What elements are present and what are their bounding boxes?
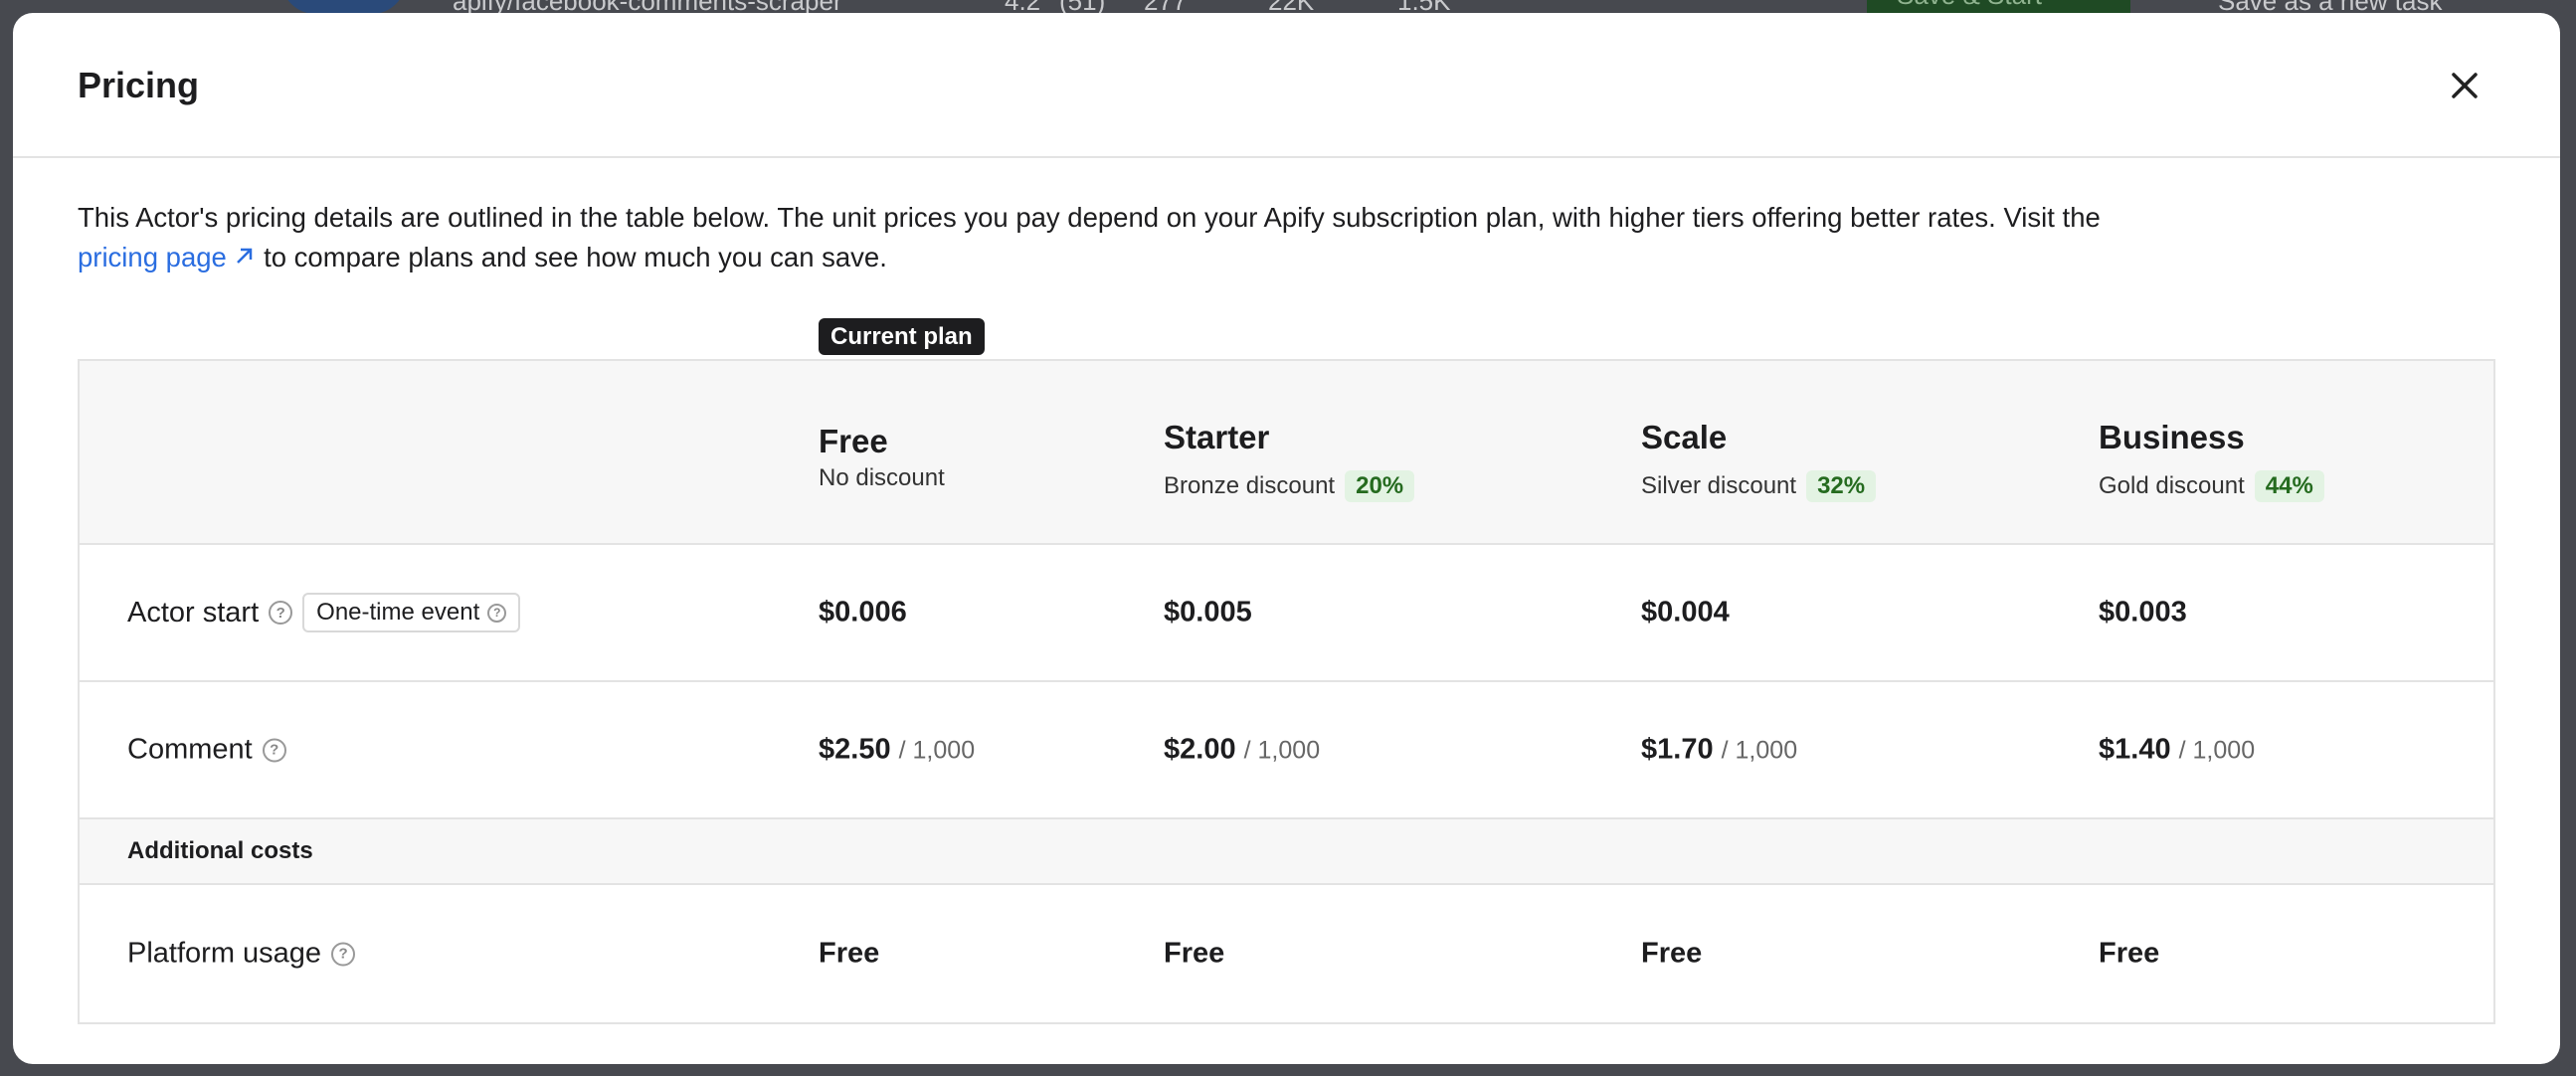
plan-discount-business: Gold discount 44% (2099, 470, 2324, 502)
current-plan-badge: Current plan (819, 318, 985, 355)
pricing-modal: Pricing This Actor's pricing details are… (13, 13, 2560, 1064)
price-starter: Free (1164, 937, 1225, 970)
table-row-actor-start: Actor start? One-time event? $0.006 $0.00… (80, 545, 2493, 682)
price-starter: $0.005 (1164, 596, 1252, 628)
label-text: Comment (127, 733, 253, 766)
rating-count: (51) (1059, 0, 1105, 14)
table-row-platform-usage: Platform usage? Free Free Free Free (80, 885, 2493, 1022)
section-additional-costs: Additional costs (80, 819, 2493, 885)
save-task-button: Save as a new task (2218, 0, 2442, 14)
row-label: Platform usage? (127, 937, 356, 971)
table-row-comment: Comment? $2.50 / 1,000 $2.00 / 1,000 $1.… (80, 682, 2493, 819)
link-label: pricing page (78, 242, 227, 272)
price-unit: / 1,000 (2178, 736, 2256, 765)
plan-name-scale: Scale (1641, 419, 1728, 455)
modal-header: Pricing (13, 13, 2560, 158)
price-starter: $2.00 / 1,000 (1164, 734, 1320, 767)
label-text: Actor start (127, 596, 260, 628)
price-value: $2.50 (819, 733, 891, 766)
price-value: $1.70 (1641, 733, 1714, 766)
stat-2: 22K (1268, 0, 1314, 14)
price-value: $2.00 (1164, 733, 1236, 766)
event-type-tag: One-time event? (302, 593, 521, 632)
intro-sentence: This Actor's pricing details are outline… (78, 202, 2101, 233)
help-icon[interactable]: ? (269, 601, 293, 625)
section-label: Additional costs (127, 837, 313, 864)
discount-label: Gold discount (2099, 472, 2245, 499)
help-icon[interactable]: ? (331, 942, 356, 966)
price-free: Free (819, 937, 880, 970)
row-label: Comment? (127, 734, 286, 767)
arrow-up-right-icon (237, 248, 253, 264)
tag-text: One-time event (316, 599, 480, 626)
save-start-button: Save & Start (1867, 0, 2130, 14)
discount-label: Bronze discount (1164, 472, 1336, 499)
plan-discount-starter: Bronze discount 20% (1164, 470, 1415, 502)
help-icon[interactable]: ? (262, 738, 286, 762)
plan-header-row: Free No discount Starter Bronze discount… (80, 361, 2493, 545)
discount-badge: 32% (1806, 470, 1877, 502)
price-business: $1.40 / 1,000 (2099, 734, 2255, 767)
modal-title: Pricing (78, 65, 200, 105)
price-value: $1.40 (2099, 733, 2171, 766)
plan-name-free: Free (819, 423, 888, 459)
price-scale: $0.004 (1641, 596, 1730, 628)
stat-3: 1.5K (1397, 0, 1451, 14)
price-scale: Free (1641, 937, 1703, 970)
background-header: apify/facebook-comments-scraper 4.2 (51)… (0, 0, 2576, 14)
plan-name-starter: Starter (1164, 419, 1270, 455)
plan-discount-free: No discount (819, 464, 945, 492)
plan-discount-scale: Silver discount 32% (1641, 470, 1877, 502)
price-scale: $1.70 / 1,000 (1641, 734, 1797, 767)
price-business: Free (2099, 937, 2160, 970)
price-unit: / 1,000 (1243, 736, 1321, 765)
close-icon[interactable] (2440, 61, 2489, 110)
pricing-page-link[interactable]: pricing page (78, 242, 256, 272)
discount-label: No discount (819, 464, 945, 491)
label-text: Platform usage (127, 937, 322, 970)
row-label: Actor start? One-time event? (127, 593, 521, 632)
discount-badge: 20% (1345, 470, 1415, 502)
intro-text: This Actor's pricing details are outline… (78, 198, 2465, 277)
rating: 4.2 (1005, 0, 1040, 14)
discount-badge: 44% (2254, 470, 2324, 502)
price-business: $0.003 (2099, 596, 2187, 628)
price-free: $0.006 (819, 596, 907, 628)
discount-label: Silver discount (1641, 472, 1797, 499)
actor-slug: apify/facebook-comments-scraper (453, 0, 842, 14)
price-free: $2.50 / 1,000 (819, 734, 975, 767)
pricing-table: Free No discount Starter Bronze discount… (78, 359, 2495, 1024)
help-icon[interactable]: ? (487, 603, 507, 623)
actor-logo (281, 0, 406, 14)
price-unit: / 1,000 (1721, 736, 1798, 765)
plan-name-business: Business (2099, 419, 2245, 455)
stat-1: 277 (1144, 0, 1187, 14)
price-unit: / 1,000 (898, 736, 976, 765)
intro-tail: to compare plans and see how much you ca… (264, 242, 887, 272)
